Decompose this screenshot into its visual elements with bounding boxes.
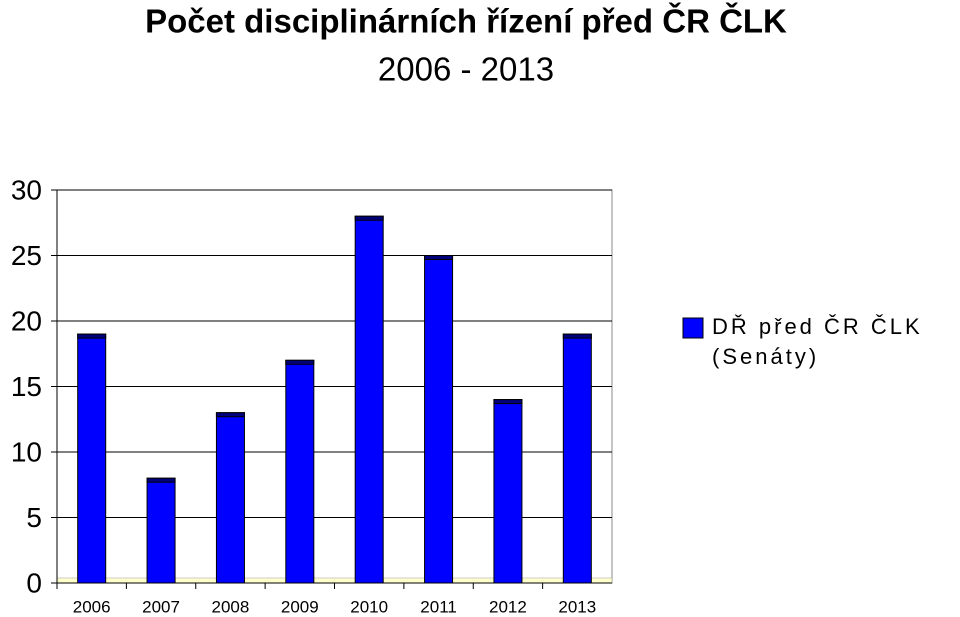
x-tick-label: 2006 [73,597,111,616]
bar [77,333,107,584]
y-tick-label: 10 [11,436,42,467]
floor [56,577,613,584]
bar-cap [562,333,592,339]
x-tick-label: 2007 [142,597,180,616]
bar-cap [77,333,107,339]
y-tick-label: 30 [11,174,42,205]
x-tick-label: 2009 [281,597,319,616]
bar [493,399,523,584]
x-tick-label: 2011 [420,597,457,616]
bar-cap [215,412,245,418]
x-tick-label: 2013 [558,597,596,616]
y-tick-label: 0 [26,567,42,598]
y-tick-label: 15 [11,371,42,402]
bar [146,477,176,584]
bar [424,255,454,584]
x-tick-label: 2008 [212,597,250,616]
y-tick-label: 25 [11,240,42,271]
bar-cap [493,399,523,405]
y-tick-label: 20 [11,305,42,336]
bar-cap [424,255,454,260]
legend-swatch [682,317,704,339]
bar [215,412,245,584]
x-tick-label: 2012 [489,597,527,616]
chart-subtitle: 2006 - 2013 [378,51,554,88]
chart-title: Počet disciplinárních řízení před ČR ČLK [145,2,787,40]
bar-cap [285,359,315,365]
y-tick-label: 5 [26,502,42,533]
legend-label: DŘ před ČR ČLK (Senáty) [712,314,923,369]
bar-cap [354,215,384,221]
bar [354,215,384,584]
bar-cap [146,477,176,483]
bar [285,359,315,584]
bar [562,333,592,584]
x-tick-label: 2010 [350,597,388,616]
